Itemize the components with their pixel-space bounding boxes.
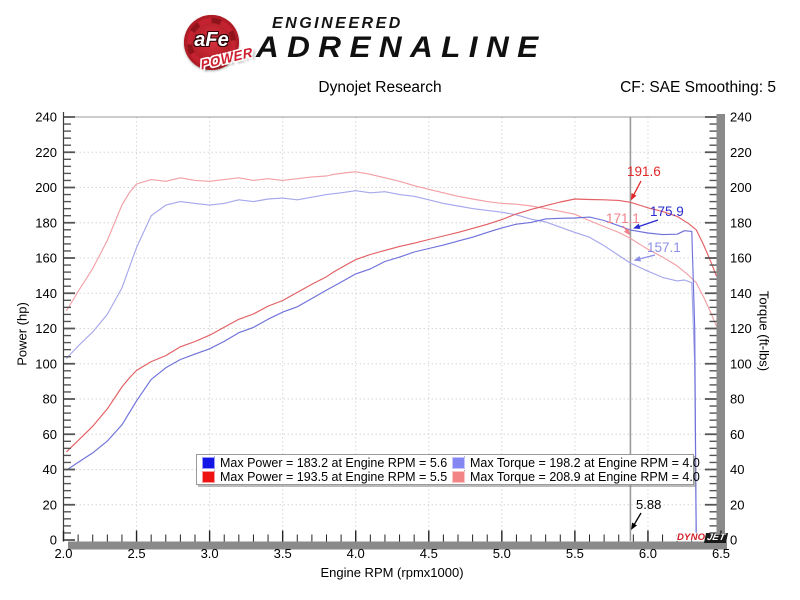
left-tick-label: 120 <box>35 321 57 336</box>
annotation-arrow <box>637 254 656 261</box>
curve-power-red <box>66 198 718 453</box>
x-tick-label: 4.5 <box>420 546 438 561</box>
legend-swatch-power-red <box>203 471 214 482</box>
x-tick-label: 3.5 <box>274 546 292 561</box>
legend-label: Max Torque = 198.2 at Engine RPM = 4.0 <box>470 455 700 470</box>
legend[interactable]: Max Power = 183.2 at Engine RPM = 5.6 Ma… <box>196 454 700 485</box>
curve-torque-blue <box>65 190 697 537</box>
legend-entry: Max Torque = 208.9 at Engine RPM = 4.0 <box>447 470 700 484</box>
right-tick-label: 160 <box>730 251 752 266</box>
right-tick-label: 0 <box>730 533 737 548</box>
annotation-label: 191.6 <box>627 164 661 179</box>
legend-swatch-power-blue <box>203 457 214 468</box>
right-tick-label: 180 <box>730 215 752 230</box>
legend-entry: Max Torque = 198.2 at Engine RPM = 4.0 <box>447 456 700 470</box>
right-tick-label: 120 <box>730 321 752 336</box>
smoothing-label: CF: SAE Smoothing: 5 <box>620 79 776 96</box>
x-tick-label: 6.0 <box>639 546 657 561</box>
legend-entry: Max Power = 193.5 at Engine RPM = 5.5 <box>197 470 447 484</box>
legend-label: Max Power = 193.5 at Engine RPM = 5.5 <box>220 469 448 484</box>
right-tick-label: 100 <box>730 356 752 371</box>
annotation-arrowhead <box>623 228 631 236</box>
afe-logo-circle: aFe <box>184 15 239 70</box>
right-tick-label: 40 <box>730 462 744 477</box>
bottom-axis-bar <box>68 541 727 550</box>
left-axis-title: Power (hp) <box>14 302 30 366</box>
curve-power-blue <box>66 216 697 536</box>
dynojet-logo-dyno: DYNO <box>677 532 706 543</box>
annotation-arrowhead <box>631 522 637 530</box>
x-tick-label: 5.5 <box>566 546 584 561</box>
annotation-arrowhead <box>633 256 641 262</box>
brand-line-engineered: ENGINEERED <box>272 15 403 32</box>
right-tick-label: 80 <box>730 392 744 407</box>
legend-label: Max Power = 183.2 at Engine RPM = 5.6 <box>220 455 448 470</box>
x-tick-label: 2.5 <box>128 546 146 561</box>
annotation-label: 171.1 <box>606 211 640 226</box>
right-tick-label: 140 <box>730 286 752 301</box>
annotation-arrow <box>632 180 642 198</box>
right-axis-title: Torque (ft-lbs) <box>756 290 772 372</box>
annotation-label: 157.1 <box>647 240 681 255</box>
dynojet-logo-jet: JET <box>704 532 729 543</box>
afe-power-logo: aFe POWER <box>184 15 254 75</box>
curve-torque-red <box>65 171 718 327</box>
x-tick-label: 5.0 <box>493 546 511 561</box>
x-axis-title: Engine RPM (rpmx1000) <box>320 565 464 580</box>
left-tick-label: 220 <box>35 145 57 160</box>
right-tick-label: 240 <box>730 110 752 125</box>
cursor-rpm-label: 5.88 <box>636 497 661 512</box>
x-tick-label: 2.0 <box>54 546 72 561</box>
left-tick-label: 60 <box>43 427 57 442</box>
right-tick-label: 200 <box>730 180 752 195</box>
left-tick-label: 100 <box>35 356 57 371</box>
brand-wordmark: ENGINEERED ADRENALINE <box>256 15 538 63</box>
right-axis-bar <box>716 114 725 550</box>
right-tick-label: 60 <box>730 427 744 442</box>
right-tick-label: 220 <box>730 145 752 160</box>
legend-swatch-torque-red <box>453 471 464 482</box>
legend-label: Max Torque = 208.9 at Engine RPM = 4.0 <box>470 469 700 484</box>
x-tick-label: 6.5 <box>712 546 730 561</box>
annotation-arrowhead <box>630 192 637 201</box>
brand-line-adrenaline: ADRENALINE <box>256 31 547 64</box>
chart-title: Dynojet Research <box>318 79 442 96</box>
right-tick-label: 20 <box>730 497 744 512</box>
dynojet-logo: DYNO JET <box>677 532 729 543</box>
left-tick-label: 20 <box>43 497 57 512</box>
left-tick-label: 200 <box>35 180 57 195</box>
left-tick-label: 80 <box>43 392 57 407</box>
x-tick-label: 3.0 <box>201 546 219 561</box>
afe-logo-text: aFe <box>194 29 229 51</box>
left-tick-label: 140 <box>35 286 57 301</box>
afe-logo-aperture <box>192 23 231 62</box>
left-tick-label: 0 <box>50 533 57 548</box>
left-tick-label: 240 <box>35 110 57 125</box>
annotation-label: 175.9 <box>650 204 684 219</box>
annotation-arrowhead <box>633 223 641 229</box>
legend-swatch-torque-blue <box>453 457 464 468</box>
left-tick-label: 160 <box>35 251 57 266</box>
annotation-arrow <box>636 219 659 228</box>
legend-entry: Max Power = 183.2 at Engine RPM = 5.6 <box>197 456 447 470</box>
x-tick-label: 4.0 <box>347 546 365 561</box>
left-tick-label: 180 <box>35 215 57 230</box>
left-tick-label: 40 <box>43 462 57 477</box>
